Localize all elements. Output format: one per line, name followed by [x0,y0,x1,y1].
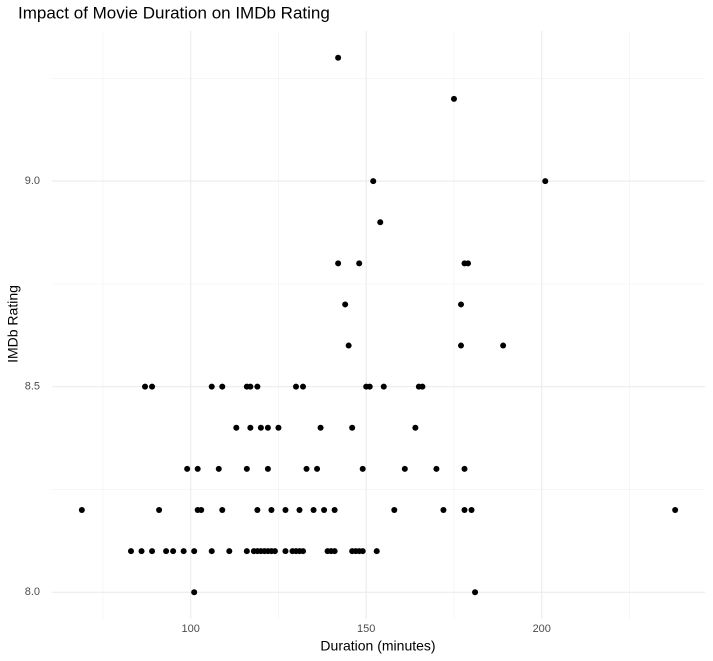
point [419,383,426,390]
y-tick-label: 9.0 [25,175,40,187]
point [254,507,261,514]
grid [52,31,705,619]
point [370,178,377,185]
point [243,465,250,472]
point [349,424,356,431]
point [303,465,310,472]
point [377,219,384,226]
point [401,465,408,472]
point [247,424,254,431]
point [472,589,479,596]
point [321,507,328,514]
y-tick-label: 8.0 [25,586,40,598]
point [356,260,363,267]
point [342,301,349,308]
point [465,260,472,267]
point [247,383,254,390]
x-tick-label: 150 [357,623,375,635]
point [264,465,271,472]
point [275,424,282,431]
point [314,465,321,472]
point [345,342,352,349]
point [180,548,187,555]
point [271,548,278,555]
point [331,548,338,555]
point [226,548,233,555]
point [296,507,303,514]
point [198,507,205,514]
point [412,424,419,431]
point [254,383,261,390]
x-tick-label: 200 [533,623,551,635]
point [458,342,465,349]
point [672,507,679,514]
point [450,95,457,102]
point [233,424,240,431]
point [282,507,289,514]
point [310,507,317,514]
point [335,54,342,61]
point [215,465,222,472]
x-axis-title: Duration (minutes) [320,638,435,654]
point [142,383,149,390]
point [373,548,380,555]
point [461,465,468,472]
chart-title: Impact of Movie Duration on IMDb Rating [18,3,330,22]
point [184,465,191,472]
point [458,301,465,308]
point [208,548,215,555]
point [380,383,387,390]
point [433,465,440,472]
point [317,424,324,431]
point [191,589,198,596]
point [300,548,307,555]
point [335,260,342,267]
point [500,342,507,349]
point [292,383,299,390]
y-tick-label: 8.5 [25,381,40,393]
point [542,178,549,185]
point [282,548,289,555]
point [163,548,170,555]
point [149,548,156,555]
point [300,383,307,390]
point [208,383,215,390]
point [170,548,177,555]
point [127,548,134,555]
point [268,507,275,514]
point [78,507,85,514]
point [138,548,145,555]
y-axis-title: IMDb Rating [5,285,21,363]
point [461,507,468,514]
x-tick-label: 100 [181,623,199,635]
point [264,424,271,431]
point [391,507,398,514]
point [366,383,373,390]
point [149,383,156,390]
point [219,507,226,514]
point [468,507,475,514]
point [359,465,366,472]
point [219,383,226,390]
point [194,465,201,472]
point [191,548,198,555]
point [156,507,163,514]
point [331,507,338,514]
point [243,548,250,555]
point [257,424,264,431]
point [359,548,366,555]
point [440,507,447,514]
